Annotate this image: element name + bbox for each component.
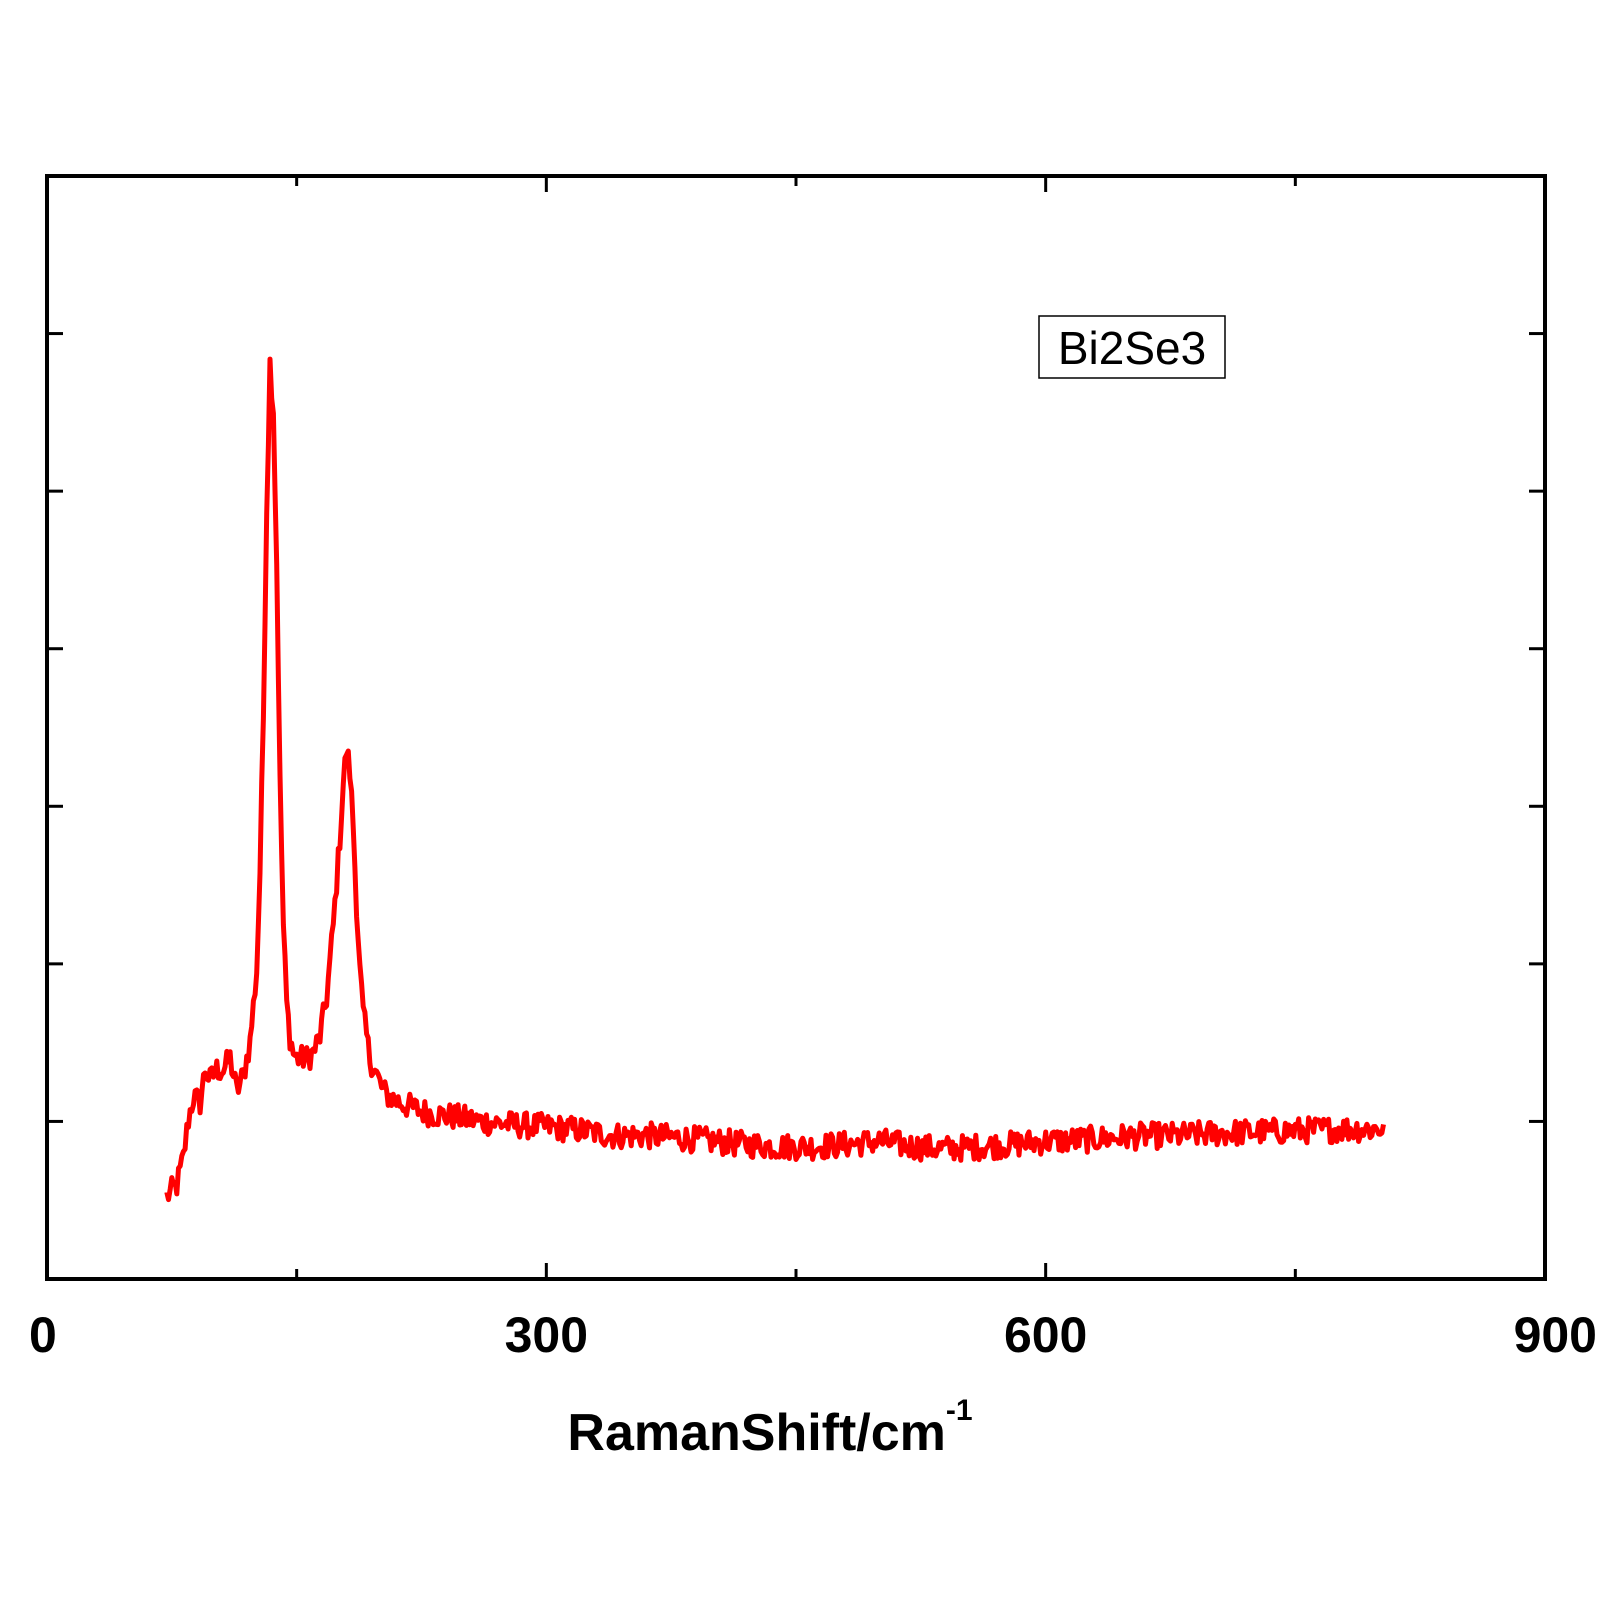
y-axis-ticks	[47, 332, 1545, 1123]
plot-frame	[45, 174, 1547, 1281]
x-axis-ticks	[45, 176, 1547, 1279]
x-tick-label: 300	[505, 1307, 588, 1363]
legend-box	[1038, 315, 1226, 379]
x-axis-label-superscript: -1	[946, 1394, 973, 1427]
x-tick-label: 0	[29, 1307, 57, 1363]
x-tick-label: 600	[1004, 1307, 1087, 1363]
x-tick-label: 900	[1514, 1307, 1597, 1363]
legend: Bi2Se3	[1038, 315, 1226, 379]
legend-entry-bi2se3: Bi2Se3	[1058, 322, 1206, 374]
series-line-bi2se3	[164, 356, 1386, 1203]
x-axis-label-text: RamanShift/cm	[567, 1404, 946, 1462]
x-axis-label: RamanShift/cm-1	[567, 1394, 972, 1462]
x-axis-tick-labels: 0 300 600 900	[29, 1307, 1597, 1363]
